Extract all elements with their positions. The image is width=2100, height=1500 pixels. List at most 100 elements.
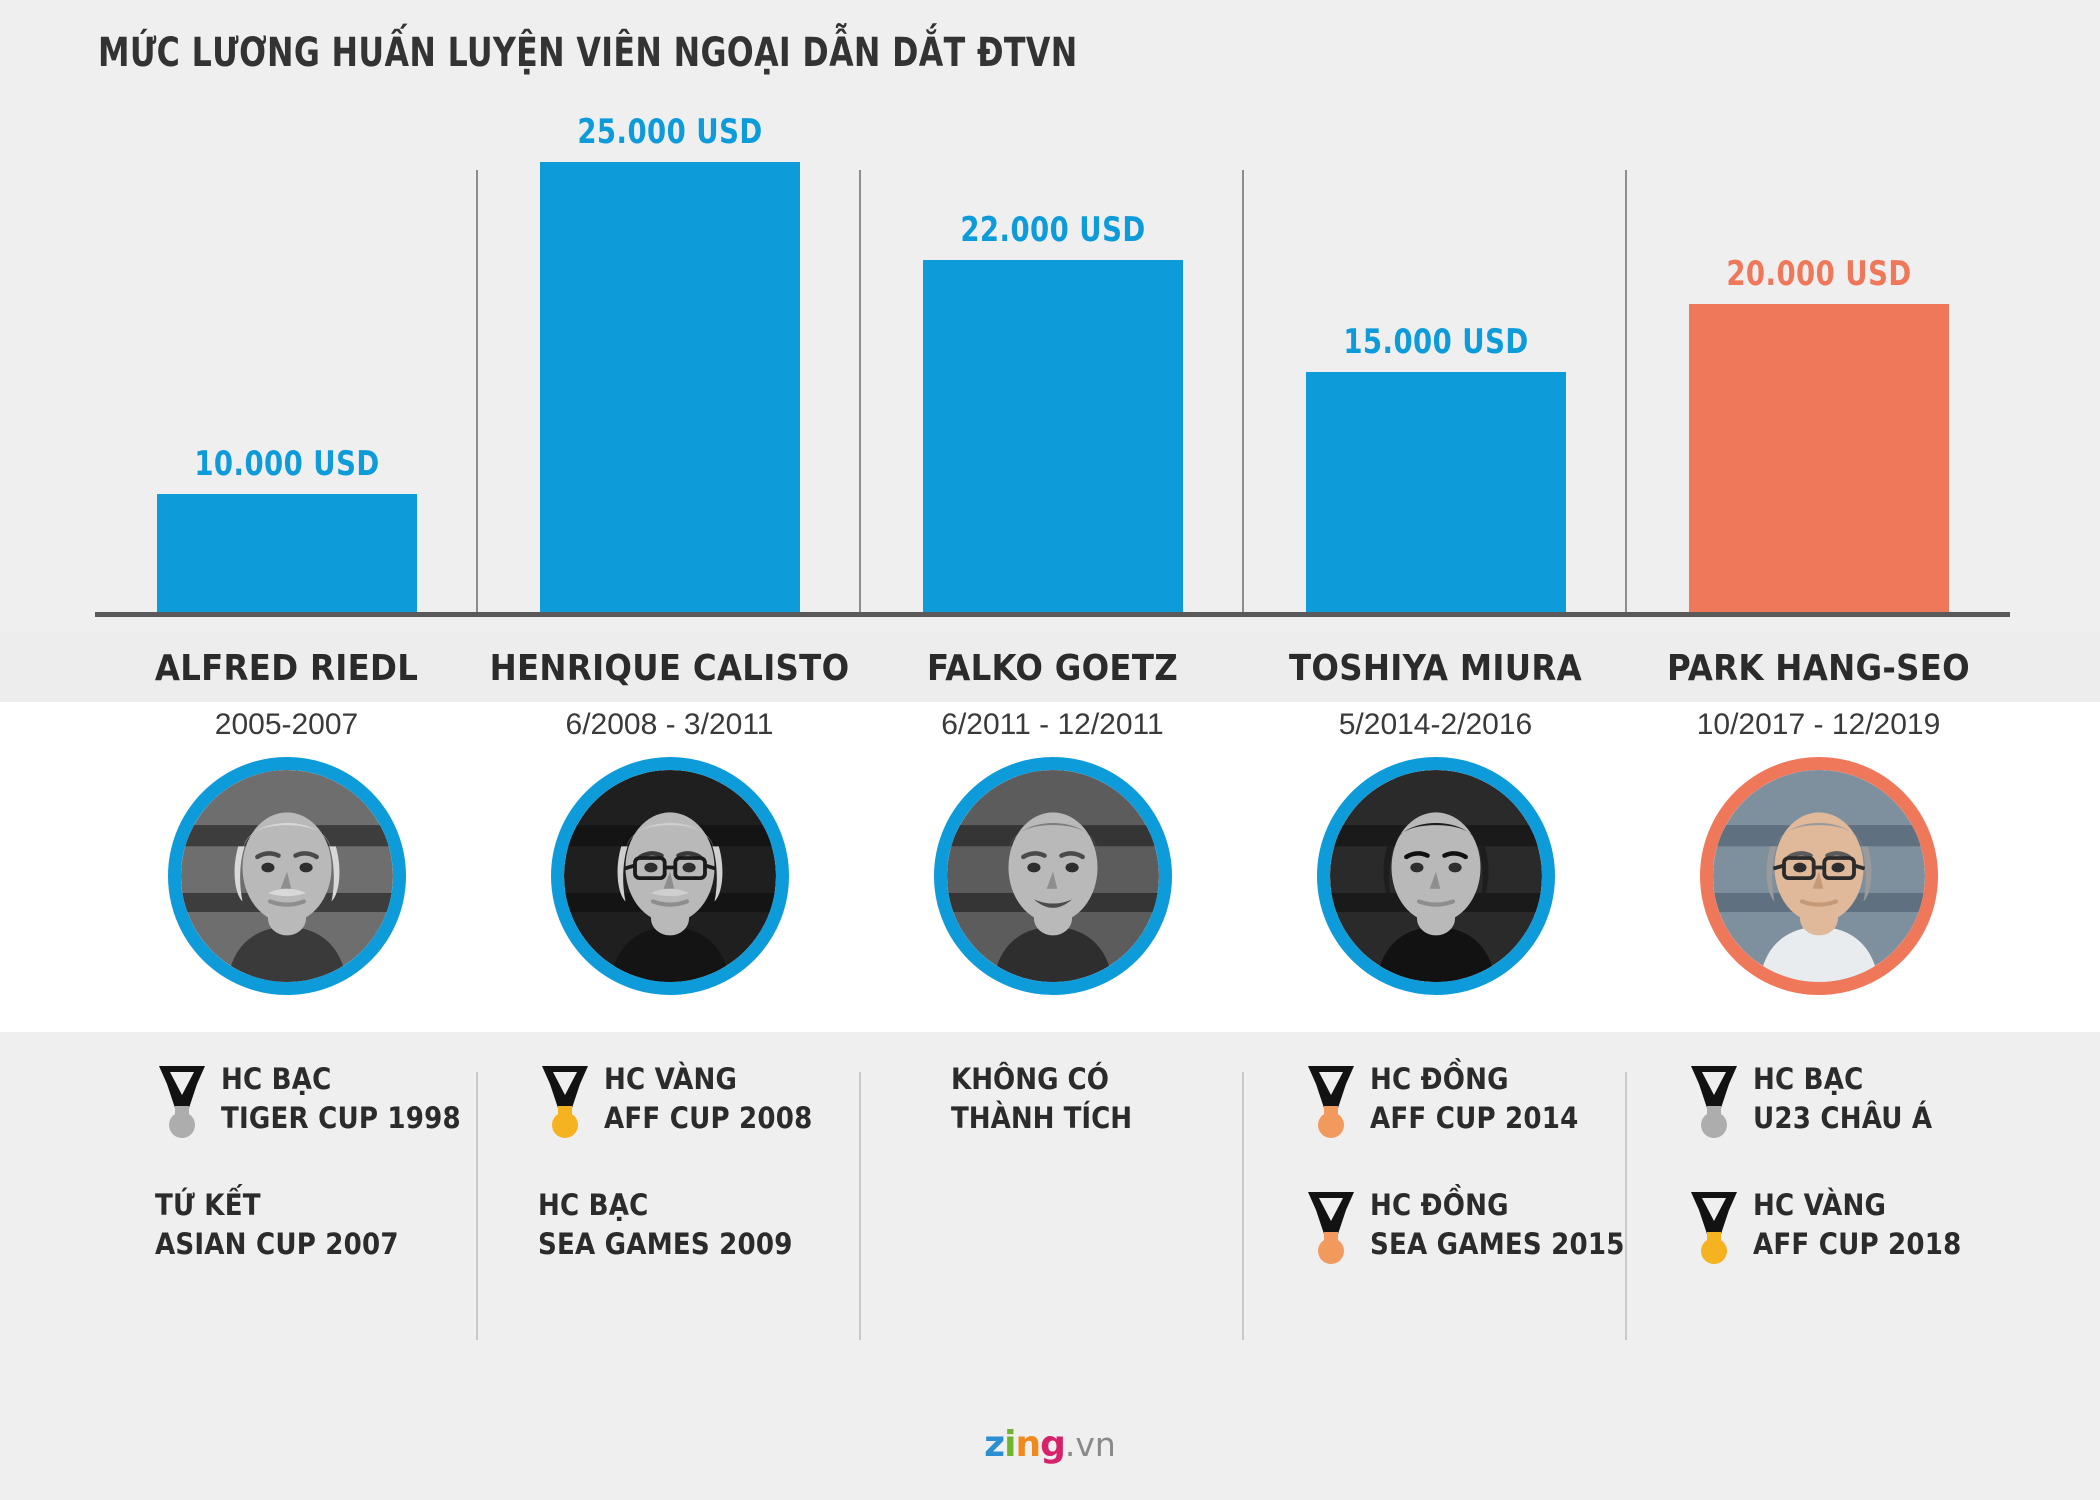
coach-name: HENRIQUE CALISTO xyxy=(489,648,850,689)
achievement-line-2: SEA GAMES 2015 xyxy=(1370,1226,1625,1261)
medal-bronze-icon xyxy=(1304,1188,1358,1272)
coach-portrait xyxy=(550,757,789,995)
logo-letter-n: n xyxy=(1015,1424,1041,1465)
coach-portrait-photo xyxy=(946,770,1159,982)
salary-bar xyxy=(156,494,417,612)
achievement-line-1: HC BẠC xyxy=(221,1062,332,1096)
coach-tenure-dates: 5/2014-2/2016 xyxy=(1338,708,1533,741)
bar-value-label: 25.000 USD xyxy=(576,112,763,152)
chart-column-separator xyxy=(476,170,478,612)
achievement-text: TỨ KẾT ASIAN CUP 2007 xyxy=(155,1186,478,1263)
bar-column: 20.000 USD xyxy=(1627,0,2010,640)
achievement-line-1: HC BẠC xyxy=(538,1188,649,1222)
achievement-text: HC VÀNG AFF CUP 2008 xyxy=(604,1060,861,1137)
coach-name: PARK HANG-SEO xyxy=(1667,648,1970,689)
salary-bar xyxy=(1688,304,1949,612)
achievement-line-2: SEA GAMES 2009 xyxy=(538,1226,793,1261)
bar-column: 22.000 USD xyxy=(861,0,1244,640)
chart-column-separator xyxy=(859,170,861,612)
coach-name: ALFRED RIEDL xyxy=(154,648,419,689)
logo-letter-z: z xyxy=(984,1424,1005,1465)
achievement-item: HC VÀNG AFF CUP 2018 xyxy=(1687,1186,2010,1272)
achievement-line-2: U23 CHÂU Á xyxy=(1753,1100,1933,1135)
achievement-text: KHÔNG CÓ THÀNH TÍCH xyxy=(951,1060,1274,1137)
achievement-line-1: HC BẠC xyxy=(1753,1062,1864,1096)
bar-value-label: 10.000 USD xyxy=(193,444,380,484)
achievement-item: HC BẠC U23 CHÂU Á xyxy=(1687,1060,2010,1146)
bar-column: 25.000 USD xyxy=(478,0,861,640)
achievement-item: HC ĐỒNG SEA GAMES 2015 xyxy=(1304,1186,1627,1272)
achievement-text: HC BẠC TIGER CUP 1998 xyxy=(221,1060,478,1137)
bar-column: 10.000 USD xyxy=(95,0,478,640)
achievement-text: HC BẠC U23 CHÂU Á xyxy=(1753,1060,2010,1137)
chart-baseline xyxy=(95,612,2010,617)
coach-portrait xyxy=(167,757,406,995)
coach-portrait xyxy=(1699,757,1938,995)
bar-value-label: 20.000 USD xyxy=(1725,254,1912,294)
coach-portrait-photo xyxy=(563,770,776,982)
achievement-column: HC BẠC TIGER CUP 1998 TỨ KẾT ASIAN CUP 2007 xyxy=(155,1060,478,1312)
achievement-item: HC BẠC TIGER CUP 1998 xyxy=(155,1060,478,1146)
coach-portrait-photo xyxy=(1712,770,1925,982)
coach-tenure-dates: 10/2017 - 12/2019 xyxy=(1696,708,1941,741)
salary-bar xyxy=(1305,372,1566,612)
zing-logo[interactable]: zing.vn xyxy=(0,1424,2100,1465)
coach-portrait xyxy=(933,757,1172,995)
coach-portrait xyxy=(1316,757,1555,995)
achievement-column-separator xyxy=(859,1072,861,1340)
bar-value-label: 15.000 USD xyxy=(1342,322,1529,362)
achievement-line-2: THÀNH TÍCH xyxy=(951,1100,1133,1135)
logo-domain: .vn xyxy=(1064,1425,1116,1464)
names-band xyxy=(0,632,2100,702)
coach-tenure-dates: 2005-2007 xyxy=(214,708,359,741)
achievement-item: HC BẠC SEA GAMES 2009 xyxy=(538,1186,861,1272)
coach-name: TOSHIYA MIURA xyxy=(1289,648,1582,689)
achievement-line-2: TIGER CUP 1998 xyxy=(221,1100,461,1135)
coach-name: FALKO GOETZ xyxy=(926,648,1179,689)
achievement-column: HC BẠC U23 CHÂU Á HC VÀNG AFF CUP 2018 xyxy=(1687,1060,2010,1312)
achievement-line-1: HC ĐỒNG xyxy=(1370,1188,1509,1222)
achievement-line-1: HC VÀNG xyxy=(604,1062,738,1096)
achievement-item: TỨ KẾT ASIAN CUP 2007 xyxy=(155,1186,478,1272)
medal-silver-icon xyxy=(155,1062,209,1146)
achievement-column-separator xyxy=(1242,1072,1244,1340)
achievement-column: KHÔNG CÓ THÀNH TÍCH xyxy=(951,1060,1274,1186)
achievement-text: HC ĐỒNG AFF CUP 2014 xyxy=(1370,1060,1627,1137)
achievement-line-1: KHÔNG CÓ xyxy=(951,1062,1109,1096)
achievement-text: HC BẠC SEA GAMES 2009 xyxy=(538,1186,861,1263)
achievement-line-1: HC VÀNG xyxy=(1753,1188,1887,1222)
medal-gold-icon xyxy=(538,1062,592,1146)
achievement-column: HC ĐỒNG AFF CUP 2014 HC ĐỒNG SEA GAMES 201… xyxy=(1304,1060,1627,1312)
achievement-line-1: HC ĐỒNG xyxy=(1370,1062,1509,1096)
achievement-line-2: AFF CUP 2018 xyxy=(1753,1226,1962,1261)
logo-letter-i: i xyxy=(1004,1424,1016,1465)
coach-portrait-photo xyxy=(180,770,393,982)
salary-bar-chart: 10.000 USD 25.000 USD 22.000 USD 15.000 USD… xyxy=(0,0,2100,640)
bar-value-label: 22.000 USD xyxy=(959,210,1146,250)
achievement-column-separator xyxy=(1625,1072,1627,1340)
achievement-line-2: AFF CUP 2008 xyxy=(604,1100,813,1135)
achievement-column: HC VÀNG AFF CUP 2008 HC BẠC SEA GAMES 2009 xyxy=(538,1060,861,1312)
achievement-text: HC ĐỒNG SEA GAMES 2015 xyxy=(1370,1186,1627,1263)
achievement-item: KHÔNG CÓ THÀNH TÍCH xyxy=(951,1060,1274,1146)
achievement-text: HC VÀNG AFF CUP 2018 xyxy=(1753,1186,2010,1263)
achievement-item: HC VÀNG AFF CUP 2008 xyxy=(538,1060,861,1146)
achievement-line-1: TỨ KẾT xyxy=(155,1188,261,1222)
achievement-column-separator xyxy=(476,1072,478,1340)
salary-bar xyxy=(922,260,1183,612)
coach-portrait-photo xyxy=(1329,770,1542,982)
achievement-line-2: AFF CUP 2014 xyxy=(1370,1100,1579,1135)
coach-tenure-dates: 6/2011 - 12/2011 xyxy=(941,708,1164,741)
chart-column-separator xyxy=(1625,170,1627,612)
logo-letter-g: g xyxy=(1040,1424,1066,1465)
coach-tenure-dates: 6/2008 - 3/2011 xyxy=(565,708,774,741)
page-title: MỨC LƯƠNG HUẤN LUYỆN VIÊN NGOẠI DẪN DẮT … xyxy=(98,30,1078,76)
achievement-item: HC ĐỒNG AFF CUP 2014 xyxy=(1304,1060,1627,1146)
chart-column-separator xyxy=(1242,170,1244,612)
medal-bronze-icon xyxy=(1304,1062,1358,1146)
medal-gold-icon xyxy=(1687,1188,1741,1272)
bar-column: 15.000 USD xyxy=(1244,0,1627,640)
achievements-band xyxy=(0,1032,2100,1500)
salary-bar xyxy=(539,162,800,612)
